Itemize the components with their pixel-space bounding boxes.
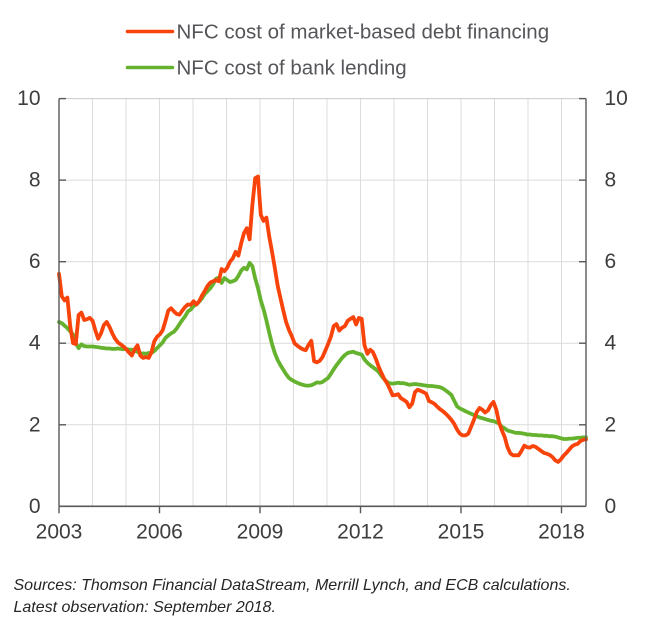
svg-text:2009: 2009	[237, 521, 284, 544]
svg-text:2012: 2012	[337, 521, 384, 544]
svg-text:Sources: Thomson Financial Dat: Sources: Thomson Financial DataStream, M…	[14, 577, 571, 594]
svg-text:NFC cost of bank lending: NFC cost of bank lending	[177, 57, 407, 80]
svg-text:10: 10	[17, 87, 40, 110]
svg-text:6: 6	[605, 250, 617, 273]
svg-text:0: 0	[29, 495, 41, 518]
svg-text:2015: 2015	[438, 521, 485, 544]
svg-text:4: 4	[605, 332, 617, 355]
svg-text:2006: 2006	[136, 521, 183, 544]
svg-text:2003: 2003	[36, 521, 83, 544]
svg-text:2: 2	[29, 413, 41, 436]
svg-text:Latest observation: September: Latest observation: September 2018.	[14, 599, 276, 616]
svg-text:2018: 2018	[538, 521, 585, 544]
svg-text:8: 8	[605, 169, 617, 192]
svg-text:6: 6	[29, 250, 41, 273]
svg-text:8: 8	[29, 169, 41, 192]
svg-text:10: 10	[605, 87, 628, 110]
svg-text:NFC cost of market-based debt: NFC cost of market-based debt financing	[177, 21, 550, 44]
svg-text:2: 2	[605, 413, 617, 436]
svg-text:0: 0	[605, 495, 617, 518]
svg-text:4: 4	[29, 332, 41, 355]
